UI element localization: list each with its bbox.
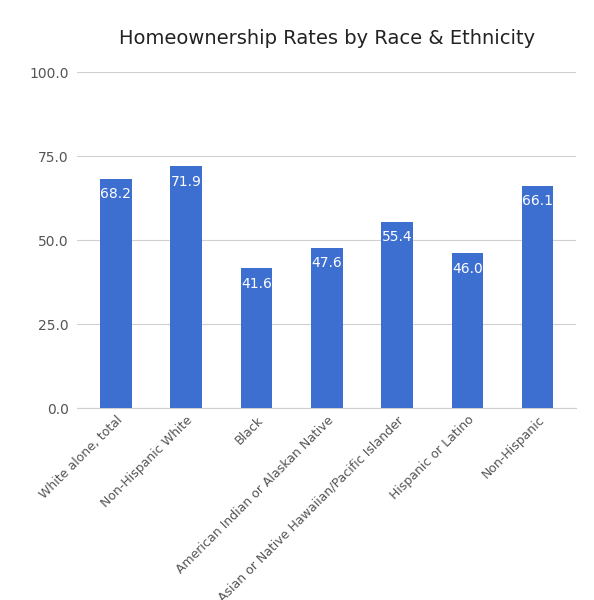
Title: Homeownership Rates by Race & Ethnicity: Homeownership Rates by Race & Ethnicity bbox=[119, 29, 535, 48]
Bar bbox=[170, 166, 202, 408]
Bar bbox=[451, 253, 483, 408]
Bar bbox=[100, 179, 131, 408]
Text: 46.0: 46.0 bbox=[452, 262, 483, 276]
Bar bbox=[381, 222, 413, 408]
Text: 68.2: 68.2 bbox=[100, 187, 131, 201]
Text: 55.4: 55.4 bbox=[382, 230, 412, 244]
Bar bbox=[241, 268, 272, 408]
Text: 71.9: 71.9 bbox=[170, 175, 201, 189]
Text: 47.6: 47.6 bbox=[311, 256, 342, 271]
Bar bbox=[522, 186, 554, 408]
Text: 41.6: 41.6 bbox=[241, 277, 272, 290]
Bar bbox=[311, 248, 343, 408]
Text: 66.1: 66.1 bbox=[522, 194, 553, 208]
